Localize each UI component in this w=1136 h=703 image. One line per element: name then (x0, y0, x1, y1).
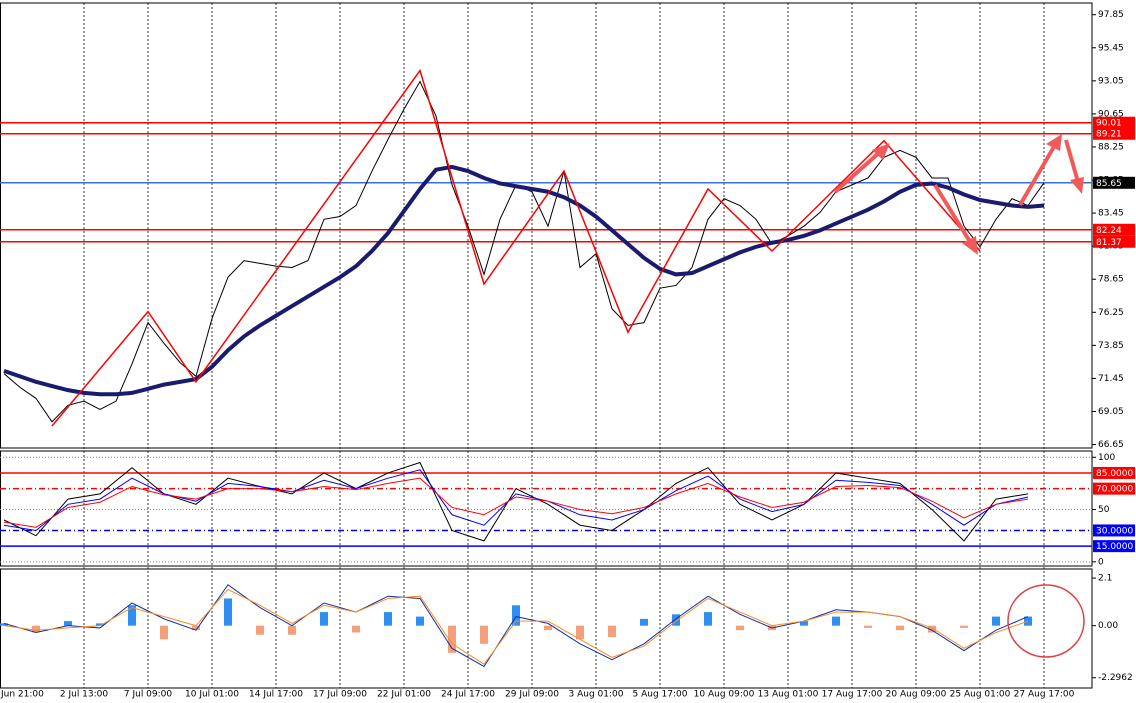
histogram-bar (96, 623, 104, 626)
y-tick-label: 73.85 (1098, 341, 1124, 351)
level-label-bg (1093, 524, 1135, 537)
y-tick-label: 97.85 (1098, 10, 1124, 20)
histogram-bar (320, 612, 328, 626)
y-tick-label: 88.25 (1098, 142, 1124, 152)
x-tick-label: 14 Jul 17:00 (249, 690, 303, 700)
y-tick-label: 95.45 (1098, 43, 1124, 53)
y-tick-label: 83.45 (1098, 209, 1124, 219)
x-tick-label: 29 Jul 09:00 (505, 690, 559, 700)
y-tick-label: 2.1 (1098, 574, 1112, 584)
series-line (3, 164, 1045, 397)
x-tick-label: Jun 21:00 (0, 690, 44, 700)
histogram-bar (256, 625, 264, 635)
y-tick-label: 0 (1098, 557, 1104, 567)
level-label: 82.24 (1096, 226, 1122, 236)
histogram-bar (192, 625, 200, 631)
y-tick-label: 71.45 (1098, 374, 1124, 384)
histogram-bar (640, 618, 648, 626)
y-tick-label: 90.65 (1098, 109, 1124, 119)
histogram-bar (864, 625, 872, 628)
level-label-bg (1093, 223, 1135, 236)
series-line (3, 477, 1029, 528)
x-tick-label: 7 Jul 09:00 (124, 690, 173, 700)
histogram-bar (896, 625, 904, 631)
histogram-bar (608, 625, 616, 637)
histogram-bar (576, 625, 584, 640)
x-tick-label: 3 Aug 01:00 (569, 690, 624, 700)
y-tick-label: 93.05 (1098, 76, 1124, 86)
x-tick-label: 13 Aug 01:00 (758, 690, 819, 700)
y-tick-label: 0.00 (1098, 621, 1118, 631)
histogram-bar (832, 616, 840, 626)
x-tick-label: 27 Aug 17:00 (1014, 690, 1075, 700)
y-tick-label: 50 (1098, 505, 1110, 515)
histogram-bar (128, 605, 136, 626)
y-tick-label: 69.05 (1098, 407, 1124, 417)
histogram-bar (1024, 616, 1032, 626)
histogram-bar (672, 614, 680, 626)
level-label: 85.65 (1096, 179, 1122, 189)
histogram-bar (384, 612, 392, 626)
x-tick-label: 10 Jul 01:00 (185, 690, 239, 700)
level-label: 81.37 (1096, 238, 1122, 248)
level-label: 70.0000 (1096, 485, 1133, 495)
histogram-bar (992, 616, 1000, 626)
x-tick-label: 20 Aug 09:00 (886, 690, 947, 700)
level-label: 30.0000 (1096, 526, 1133, 536)
level-label: 90.01 (1096, 119, 1122, 129)
y-tick-label: 100 (1098, 453, 1115, 463)
series-line (3, 588, 1029, 665)
x-tick-label: 2 Jul 13:00 (60, 690, 109, 700)
x-tick-label: 17 Aug 17:00 (822, 690, 883, 700)
histogram-bar (64, 621, 72, 626)
histogram-bar (800, 621, 808, 626)
highlight-circle (1007, 584, 1085, 658)
zigzag (51, 68, 981, 427)
series-line (3, 584, 1029, 668)
x-tick-label: 17 Jul 09:00 (313, 690, 367, 700)
level-label: 85.0000 (1096, 469, 1133, 479)
level-label: 15.0000 (1096, 542, 1133, 552)
level-label-bg (1093, 127, 1135, 140)
histogram-bar (32, 625, 40, 633)
x-tick-label: 10 Aug 09:00 (694, 690, 755, 700)
x-tick-label: 25 Aug 01:00 (950, 690, 1011, 700)
histogram-bar (512, 605, 520, 626)
annotations (833, 134, 1085, 658)
histogram-bar (704, 612, 712, 626)
level-label: 89.21 (1096, 130, 1122, 140)
series-line (3, 461, 1029, 542)
histogram-bar (928, 625, 936, 633)
level-label-bg (1093, 176, 1135, 189)
histogram-bar (960, 625, 968, 628)
x-tick-label: 24 Jul 17:00 (441, 690, 495, 700)
panel-frame (0, 568, 1093, 689)
level-label-bg (1093, 482, 1135, 495)
y-tick-label: 76.25 (1098, 308, 1124, 318)
y-tick-label: 78.65 (1098, 275, 1124, 285)
histogram-bar (736, 625, 744, 631)
y-tick-label: 66.65 (1098, 440, 1124, 450)
histogram-bar (224, 598, 232, 626)
x-tick-label: 22 Jul 01:00 (377, 690, 431, 700)
histogram-bar (160, 625, 168, 640)
histogram-bar (288, 625, 296, 635)
level-label-bg (1093, 116, 1135, 129)
arrow (833, 134, 1084, 255)
histogram-bar (352, 625, 360, 633)
level-label-bg (1093, 540, 1135, 553)
level-label-bg (1093, 466, 1135, 479)
histogram-bar (416, 616, 424, 626)
histogram-bar (448, 625, 456, 653)
histogram-bar (0, 623, 8, 626)
panel-frame (0, 450, 1093, 567)
x-tick-label: 5 Aug 17:00 (633, 690, 688, 700)
y-tick-label: -2.2962 (1098, 673, 1133, 683)
panel-frame (0, 2, 1093, 449)
histogram-bar (480, 625, 488, 644)
level-label-bg (1093, 235, 1135, 248)
histogram-bar (544, 625, 552, 631)
